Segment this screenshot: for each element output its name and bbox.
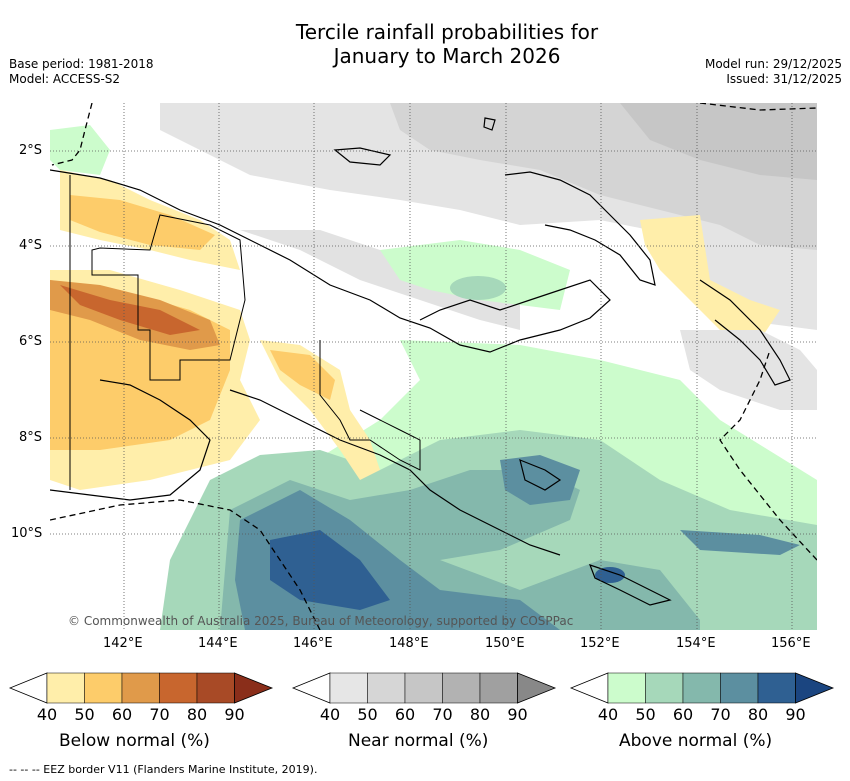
manus-island bbox=[333, 147, 392, 166]
lat-label-4s: 4°S bbox=[19, 238, 43, 253]
north-coast bbox=[50, 169, 611, 353]
province-borders bbox=[69, 175, 421, 490]
issued-date: Issued: 31/12/2025 bbox=[726, 72, 842, 86]
legend-above-normal bbox=[569, 672, 835, 704]
lat-label-8s: 8°S bbox=[19, 430, 43, 445]
legend-near-normal bbox=[291, 672, 557, 704]
border-provinces-west bbox=[91, 214, 246, 381]
above-normal-central-50 bbox=[450, 276, 506, 300]
new-britain-coast bbox=[504, 171, 656, 286]
near-tick-40: 40 bbox=[319, 705, 341, 724]
southwest-coast bbox=[50, 379, 211, 501]
small-island-north bbox=[483, 117, 496, 131]
below-normal-50-north bbox=[70, 195, 215, 250]
near-tick-60: 60 bbox=[394, 705, 416, 724]
lon-label-156: 156°E bbox=[771, 636, 811, 651]
eez-line-3 bbox=[699, 103, 817, 111]
near-tick-70: 70 bbox=[432, 705, 453, 724]
meta-left: Base period: 1981-2018 Model: ACCESS-S2 bbox=[9, 57, 154, 87]
lat-label-2s: 2°S bbox=[19, 143, 43, 158]
above-tick-50: 50 bbox=[635, 705, 656, 724]
legend-title-below: Below normal (%) bbox=[59, 731, 210, 751]
near-normal-east bbox=[680, 330, 817, 410]
legend-title-near: Near normal (%) bbox=[348, 731, 489, 751]
above-normal-nw bbox=[50, 125, 110, 175]
above-tick-80: 80 bbox=[747, 705, 769, 724]
above-tick-90: 90 bbox=[785, 705, 806, 724]
below-normal-50-central bbox=[270, 350, 335, 400]
near-tick-90: 90 bbox=[507, 705, 528, 724]
bougainville-coast bbox=[699, 279, 791, 386]
border-provinces-central bbox=[319, 340, 421, 471]
eez-line-4 bbox=[719, 349, 817, 561]
lat-label-6s: 6°S bbox=[19, 334, 43, 349]
below-tick-70: 70 bbox=[149, 705, 170, 724]
lon-label-144: 144°E bbox=[198, 636, 238, 651]
probability-shading bbox=[50, 103, 817, 630]
coastlines bbox=[50, 117, 791, 606]
lon-label-154: 154°E bbox=[676, 636, 716, 651]
lon-label-142: 142°E bbox=[103, 636, 143, 651]
above-normal-70-east bbox=[500, 455, 580, 505]
trobriand-islands bbox=[519, 459, 562, 491]
above-tick-70: 70 bbox=[710, 705, 731, 724]
near-normal-mainland bbox=[240, 230, 520, 330]
legend-title-above: Above normal (%) bbox=[619, 731, 773, 751]
below-tick-40: 40 bbox=[36, 705, 58, 724]
lon-label-148: 148°E bbox=[389, 636, 429, 651]
near-tick-50: 50 bbox=[357, 705, 378, 724]
lon-label-150: 150°E bbox=[485, 636, 525, 651]
lon-label-152: 152°E bbox=[580, 636, 620, 651]
title-line-2: January to March 2026 bbox=[333, 44, 561, 68]
below-tick-50: 50 bbox=[74, 705, 95, 724]
meta-right: Model run: 29/12/2025 Issued: 31/12/2025 bbox=[705, 57, 842, 87]
eez-footnote: -- -- -- EEZ border V11 (Flanders Marine… bbox=[9, 763, 318, 776]
lon-label-146: 146°E bbox=[293, 636, 333, 651]
eez-borders bbox=[50, 103, 817, 630]
chart-title: Tercile rainfall probabilities for Janua… bbox=[230, 20, 664, 68]
near-tick-80: 80 bbox=[469, 705, 491, 724]
above-tick-60: 60 bbox=[672, 705, 694, 724]
above-normal-70-solomon bbox=[680, 530, 800, 555]
above-normal-80-solomon bbox=[595, 567, 625, 583]
near-normal-60 bbox=[620, 103, 817, 180]
below-tick-60: 60 bbox=[111, 705, 133, 724]
copyright-text: © Commonwealth of Australia 2025, Bureau… bbox=[68, 614, 574, 628]
base-period: Base period: 1981-2018 bbox=[9, 57, 154, 71]
above-tick-40: 40 bbox=[597, 705, 619, 724]
lat-label-10s: 10°S bbox=[11, 526, 43, 541]
model-name: Model: ACCESS-S2 bbox=[9, 72, 121, 86]
below-tick-80: 80 bbox=[186, 705, 208, 724]
gridlines bbox=[50, 103, 817, 630]
below-tick-90: 90 bbox=[224, 705, 245, 724]
legend-below-normal bbox=[8, 672, 274, 704]
eez-line-2 bbox=[50, 499, 321, 630]
title-line-1: Tercile rainfall probabilities for bbox=[295, 20, 599, 44]
below-normal-70-west bbox=[60, 285, 200, 335]
model-run: Model run: 29/12/2025 bbox=[704, 57, 842, 71]
east-islands bbox=[588, 564, 672, 606]
above-normal-central bbox=[380, 240, 570, 310]
